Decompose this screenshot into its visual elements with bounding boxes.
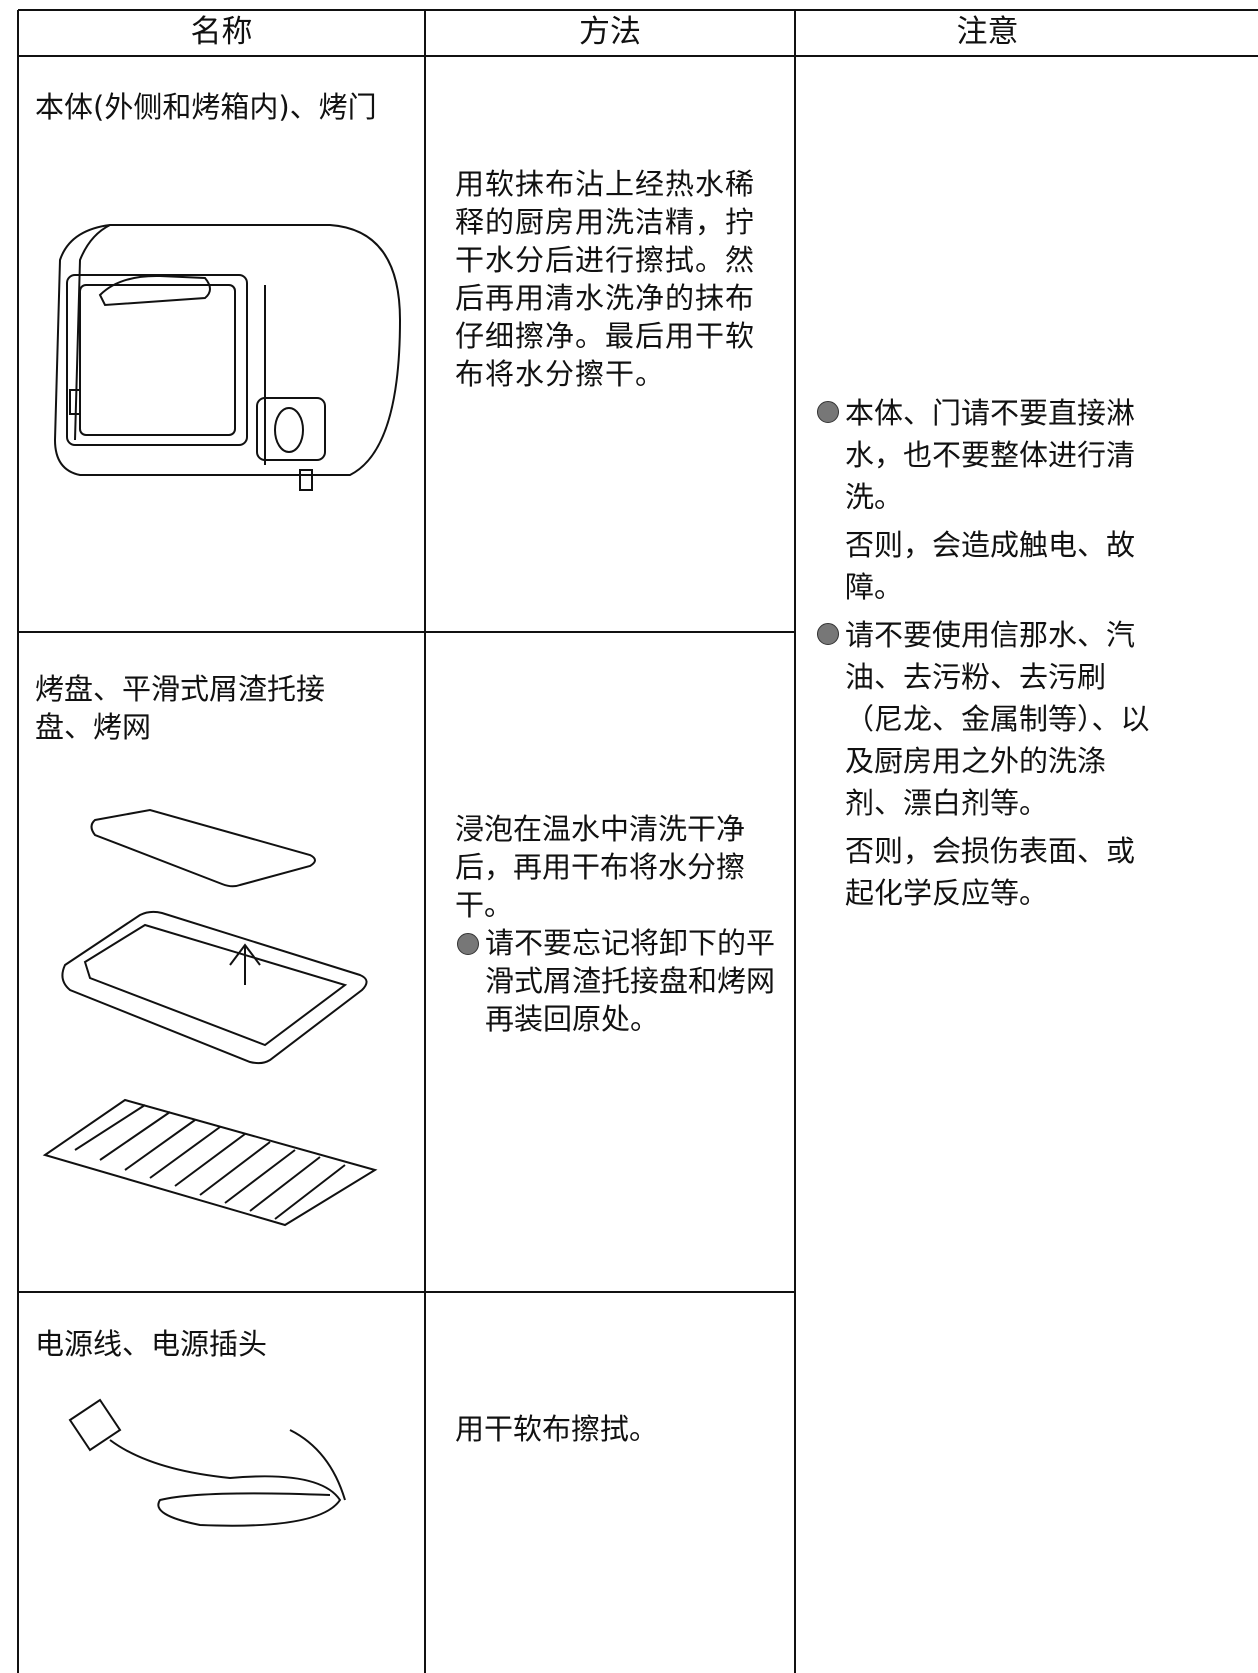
- item-name: 电源线、电源插头: [35, 1327, 268, 1361]
- item-method: 用干软布擦拭。: [455, 1412, 659, 1446]
- rack-illustration: [42, 1098, 378, 1227]
- toaster-illustration: [53, 224, 402, 491]
- method-bullet: 请不要忘记将卸下的平滑式屑渣托接盘和烤网再装回原处。: [455, 924, 775, 1038]
- note-bullet: 请不要使用信那水、汽油、去污粉、去污刷（尼龙、金属制等）、以及厨房用之外的洗涤剂…: [815, 614, 1150, 824]
- item-method: 用软抹布沾上经热水稀释的厨房用洗洁精，拧干水分后进行擦拭。然后再用清水洗净的抹布…: [455, 167, 756, 391]
- header-cell: 名称: [190, 14, 253, 50]
- note-detail: 否则，会损伤表面、或起化学反应等。: [845, 834, 1136, 910]
- note-bullet: 本体、门请不要直接淋水，也不要整体进行清洗。: [815, 392, 1150, 518]
- method-text: 浸泡在温水中清洗干净后，再用干布将水分擦干。: [455, 812, 746, 922]
- note-detail: 否则，会造成触电、故障。: [845, 528, 1136, 604]
- item-method: 浸泡在温水中清洗干净后，再用干布将水分擦干。 请不要忘记将卸下的平滑式屑渣托接盘…: [455, 810, 775, 1038]
- header-cell: 方法: [579, 14, 641, 50]
- item-name: 本体(外侧和烤箱内)、烤门: [35, 90, 377, 124]
- item-name: 烤盘、平滑式屑渣托接盘、烤网: [35, 672, 326, 744]
- tray-illustration: [61, 808, 368, 1065]
- notes: 本体、门请不要直接淋水，也不要整体进行清洗。 否则，会造成触电、故障。 请不要使…: [815, 392, 1150, 914]
- cord-illustration: [68, 1398, 346, 1527]
- header-cell: 注意: [956, 14, 1019, 50]
